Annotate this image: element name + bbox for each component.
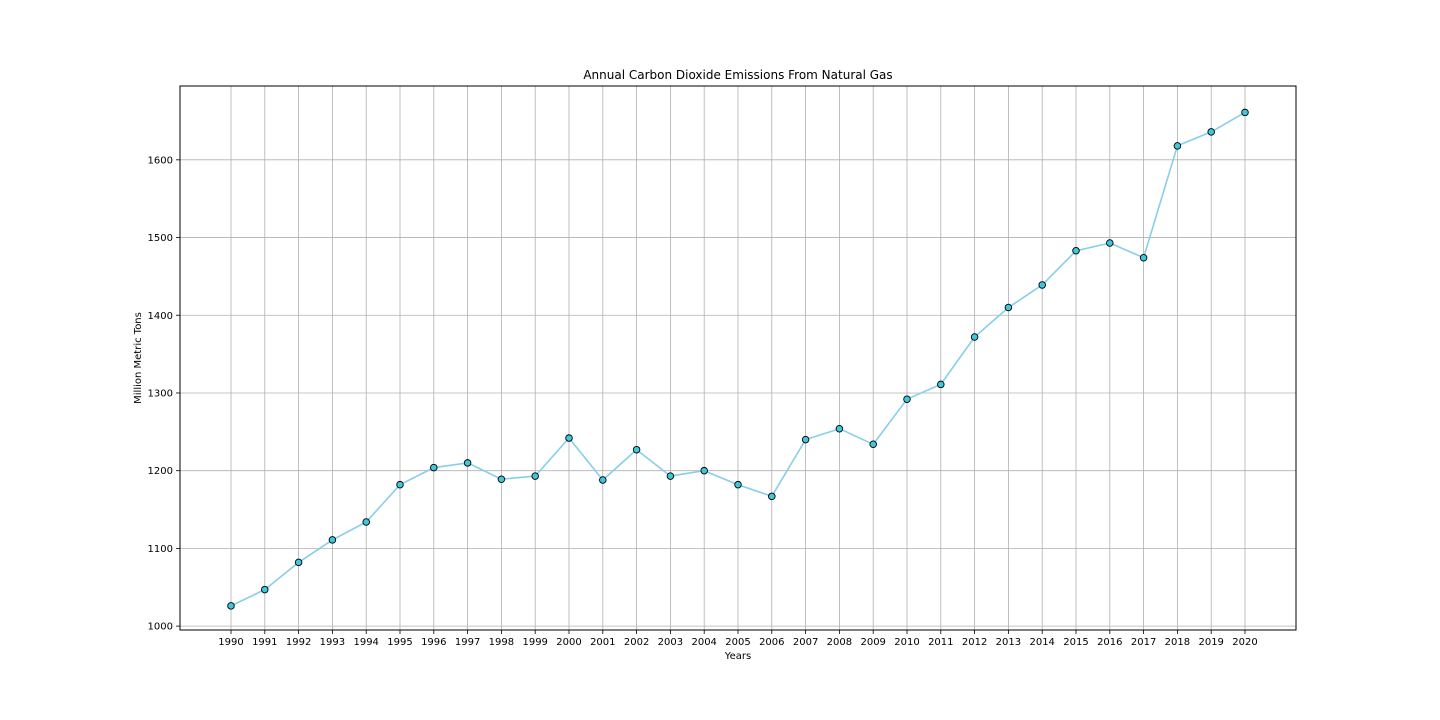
data-point-2000 xyxy=(565,434,573,442)
data-point-2017 xyxy=(1139,253,1148,262)
x-tick-label: 2018 xyxy=(1165,637,1190,648)
y-axis-label: Million Metric Tons xyxy=(133,312,144,404)
x-tick-label: 2005 xyxy=(725,637,750,648)
data-point-2006 xyxy=(768,492,776,501)
data-point-1990 xyxy=(227,602,235,610)
x-tick-label: 2002 xyxy=(624,637,649,648)
y-tick-label: 1100 xyxy=(148,544,173,555)
x-tick-label: 2006 xyxy=(759,637,784,648)
x-tick-label: 2015 xyxy=(1063,637,1088,648)
data-point-2013 xyxy=(1004,303,1013,312)
y-tick-label: 1500 xyxy=(148,233,173,244)
x-tick-label: 1999 xyxy=(522,637,547,648)
data-point-1998 xyxy=(497,475,506,483)
x-tick-label: 2016 xyxy=(1097,637,1122,648)
data-point-2002 xyxy=(632,445,641,454)
data-point-1994 xyxy=(362,518,370,526)
data-point-2004 xyxy=(700,466,708,475)
y-tick-label: 1300 xyxy=(148,388,173,399)
x-tick-label: 2019 xyxy=(1198,637,1223,648)
x-tick-label: 1992 xyxy=(286,637,311,648)
x-tick-label: 2001 xyxy=(590,637,615,648)
data-point-2018 xyxy=(1173,142,1182,150)
x-tick-label: 2020 xyxy=(1232,637,1257,648)
data-points xyxy=(227,108,1249,610)
x-tick-label: 2013 xyxy=(996,637,1021,648)
data-point-1997 xyxy=(463,459,472,467)
chart-title: Annual Carbon Dioxide Emissions From Nat… xyxy=(583,68,892,82)
data-point-2010 xyxy=(903,395,911,403)
data-point-2003 xyxy=(666,472,675,480)
x-tick-label: 1991 xyxy=(252,637,277,648)
data-point-2019 xyxy=(1207,128,1215,136)
x-axis-ticks: 1990 1991 1992 1993 1994 1995 1996 1997 1998 1999… xyxy=(218,630,1258,648)
y-axis-ticks: 1000 1100 1200 1300 1400 1500 1600 xyxy=(148,155,180,633)
x-tick-label: 2014 xyxy=(1029,637,1054,648)
x-tick-label: 2017 xyxy=(1131,637,1156,648)
y-tick-label: 1400 xyxy=(148,311,173,322)
x-tick-label: 2011 xyxy=(928,637,953,648)
data-point-2008 xyxy=(835,424,844,433)
data-point-2001 xyxy=(599,476,607,484)
data-point-2007 xyxy=(801,435,810,444)
data-point-2020 xyxy=(1241,108,1249,117)
x-tick-label: 2008 xyxy=(827,637,852,648)
y-tick-label: 1000 xyxy=(148,622,173,633)
x-axis-label: Years xyxy=(724,651,751,662)
data-point-1996 xyxy=(430,463,438,472)
data-point-2005 xyxy=(734,480,742,489)
x-tick-label: 2003 xyxy=(658,637,683,648)
grid-lines xyxy=(180,86,1296,630)
data-point-1993 xyxy=(328,536,337,544)
x-tick-label: 2004 xyxy=(691,637,716,648)
x-tick-label: 1995 xyxy=(387,637,412,648)
x-tick-label: 1997 xyxy=(455,637,480,648)
data-point-2015 xyxy=(1072,247,1080,255)
data-point-1995 xyxy=(396,480,404,489)
x-tick-label: 2000 xyxy=(556,637,581,648)
y-tick-label: 1200 xyxy=(148,466,173,477)
x-tick-label: 1994 xyxy=(353,637,378,648)
x-tick-label: 2012 xyxy=(962,637,987,648)
data-point-1999 xyxy=(531,472,539,480)
x-tick-label: 2007 xyxy=(793,637,818,648)
data-point-2014 xyxy=(1038,281,1046,289)
x-tick-label: 1998 xyxy=(489,637,514,648)
x-tick-label: 1990 xyxy=(218,637,243,648)
x-tick-label: 2009 xyxy=(860,637,885,648)
x-tick-label: 2010 xyxy=(894,637,919,648)
data-point-1991 xyxy=(261,585,269,594)
data-point-1992 xyxy=(294,558,303,567)
data-point-2012 xyxy=(970,333,979,341)
x-tick-label: 1993 xyxy=(320,637,345,648)
y-tick-label: 1600 xyxy=(148,155,173,166)
data-point-2009 xyxy=(869,440,877,449)
data-point-2016 xyxy=(1106,239,1114,247)
x-tick-label: 1996 xyxy=(421,637,446,648)
data-point-2011 xyxy=(937,380,945,389)
